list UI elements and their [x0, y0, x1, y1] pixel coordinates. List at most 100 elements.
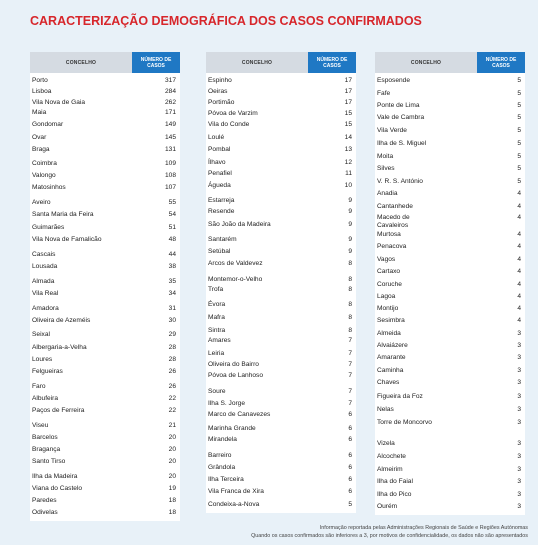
case-count: 29: [168, 331, 176, 338]
case-count: 6: [348, 411, 352, 418]
concelho-name: Esposende: [377, 77, 410, 84]
concelho-name: Penacova: [377, 243, 407, 250]
concelho-name: Ilha do Faial: [377, 478, 413, 485]
case-count: 3: [517, 466, 521, 473]
case-count: 8: [348, 260, 352, 267]
case-count: 5: [517, 114, 521, 121]
concelho-name: Vila Real: [32, 290, 59, 297]
header-concelho: CONCELHO: [30, 52, 132, 73]
header-numero-casos: NÚMERO DE CASOS: [132, 52, 180, 73]
concelho-name: Braga: [32, 146, 50, 153]
concelho-name: Bragança: [32, 446, 61, 453]
case-count: 3: [517, 440, 521, 447]
concelho-name: Leiria: [208, 350, 225, 357]
case-count: 5: [517, 102, 521, 109]
case-count: 4: [517, 190, 521, 197]
concelho-name: Oliveira do Bairro: [208, 361, 259, 368]
concelho-name: Penafiel: [208, 170, 232, 177]
case-count: 262: [164, 99, 176, 106]
concelho-name: Sesimbra: [377, 317, 405, 324]
concelho-name: Sintra: [208, 327, 226, 334]
concelho-name: Nelas: [377, 406, 394, 413]
concelho-name: Almeida: [377, 330, 401, 337]
case-count: 108: [164, 172, 176, 179]
concelho-name: Guimarães: [32, 224, 65, 231]
case-count: 131: [164, 146, 176, 153]
concelho-name: Silves: [377, 165, 395, 172]
case-count: 6: [348, 425, 352, 432]
concelho-name: Moita: [377, 153, 394, 160]
case-count: 8: [348, 327, 352, 334]
case-count: 145: [164, 134, 176, 141]
concelho-name: Coruche: [377, 281, 402, 288]
concelho-name: Almeirim: [377, 466, 403, 473]
case-count: 11: [345, 170, 352, 177]
case-count: 5: [517, 153, 521, 160]
case-count: 10: [344, 182, 352, 189]
concelho-name: Marco de Canavezes: [208, 411, 271, 418]
case-count: 5: [517, 140, 521, 147]
case-count: 7: [348, 372, 352, 379]
concelho-name: Montemor-o-Velho: [208, 276, 263, 283]
case-count: 6: [348, 464, 352, 471]
case-count: 3: [517, 367, 521, 374]
case-count: 9: [348, 197, 352, 204]
concelho-name: Porto: [32, 77, 48, 84]
concelho-name: Vila Franca de Xira: [208, 488, 264, 495]
case-count: 3: [517, 478, 521, 485]
concelho-name: Anadia: [377, 190, 398, 197]
concelho-name: Loulé: [208, 134, 225, 141]
concelho-name: Paredes: [32, 497, 57, 504]
concelho-name: Paços de Ferreira: [32, 407, 85, 414]
case-count: 13: [344, 146, 352, 153]
concelho-name: Lisboa: [32, 88, 52, 95]
case-count: 107: [164, 184, 176, 191]
concelho-name: Ilha da Madeira: [32, 473, 78, 480]
case-count: 4: [517, 281, 521, 288]
header-concelho: CONCELHO: [206, 52, 308, 73]
table-column-1: CONCELHO NÚMERO DE CASOS Porto 317 Lisboa 2…: [30, 52, 180, 521]
case-count: 109: [164, 160, 176, 167]
case-count: 3: [517, 406, 521, 413]
concelho-name: Soure: [208, 388, 226, 395]
case-count: 3: [517, 491, 521, 498]
case-count: 20: [168, 434, 176, 441]
case-count: 3: [517, 330, 521, 337]
concelho-name: Lousada: [32, 263, 58, 270]
concelho-name: Macedo de Cavaleiros: [377, 214, 410, 229]
case-count: 9: [348, 208, 352, 215]
case-count: 5: [517, 77, 521, 84]
case-count: 38: [168, 263, 176, 270]
concelho-name: Santarém: [208, 236, 237, 243]
concelho-name: Portimão: [208, 99, 235, 106]
case-count: 17: [344, 88, 352, 95]
case-count: 22: [168, 395, 176, 402]
concelho-name: Matosinhos: [32, 184, 66, 191]
concelho-name: Chaves: [377, 379, 400, 386]
table-column-2: CONCELHO NÚMERO DE CASOS Espinho 17 Oeiras…: [206, 52, 356, 513]
concelho-name: Barreiro: [208, 452, 232, 459]
case-count: 4: [517, 268, 521, 275]
case-count: 4: [517, 231, 521, 238]
concelho-name: Figueira da Foz: [377, 393, 423, 400]
concelho-name: Trofa: [208, 286, 224, 293]
case-count: 14: [344, 134, 352, 141]
concelho-name: Alcochete: [377, 453, 406, 460]
table-header: CONCELHO NÚMERO DE CASOS: [206, 52, 356, 73]
concelho-name: Valongo: [32, 172, 56, 179]
case-count: 18: [168, 509, 176, 516]
concelho-name: Oeiras: [208, 88, 228, 95]
case-count: 19: [168, 485, 176, 492]
concelho-name: Ponte de Lima: [377, 102, 420, 109]
concelho-name: Maia: [32, 109, 47, 116]
concelho-name: Cascais: [32, 251, 56, 258]
concelho-name: Ilha Terceira: [208, 476, 244, 483]
case-count: 15: [344, 121, 352, 128]
case-count: 54: [168, 211, 176, 218]
case-count: 26: [168, 368, 176, 375]
concelho-name: Resende: [208, 208, 235, 215]
case-count: 8: [348, 301, 352, 308]
case-count: 5: [517, 90, 521, 97]
case-count: 5: [348, 501, 352, 508]
concelho-name: Vale de Cambra: [377, 114, 425, 121]
